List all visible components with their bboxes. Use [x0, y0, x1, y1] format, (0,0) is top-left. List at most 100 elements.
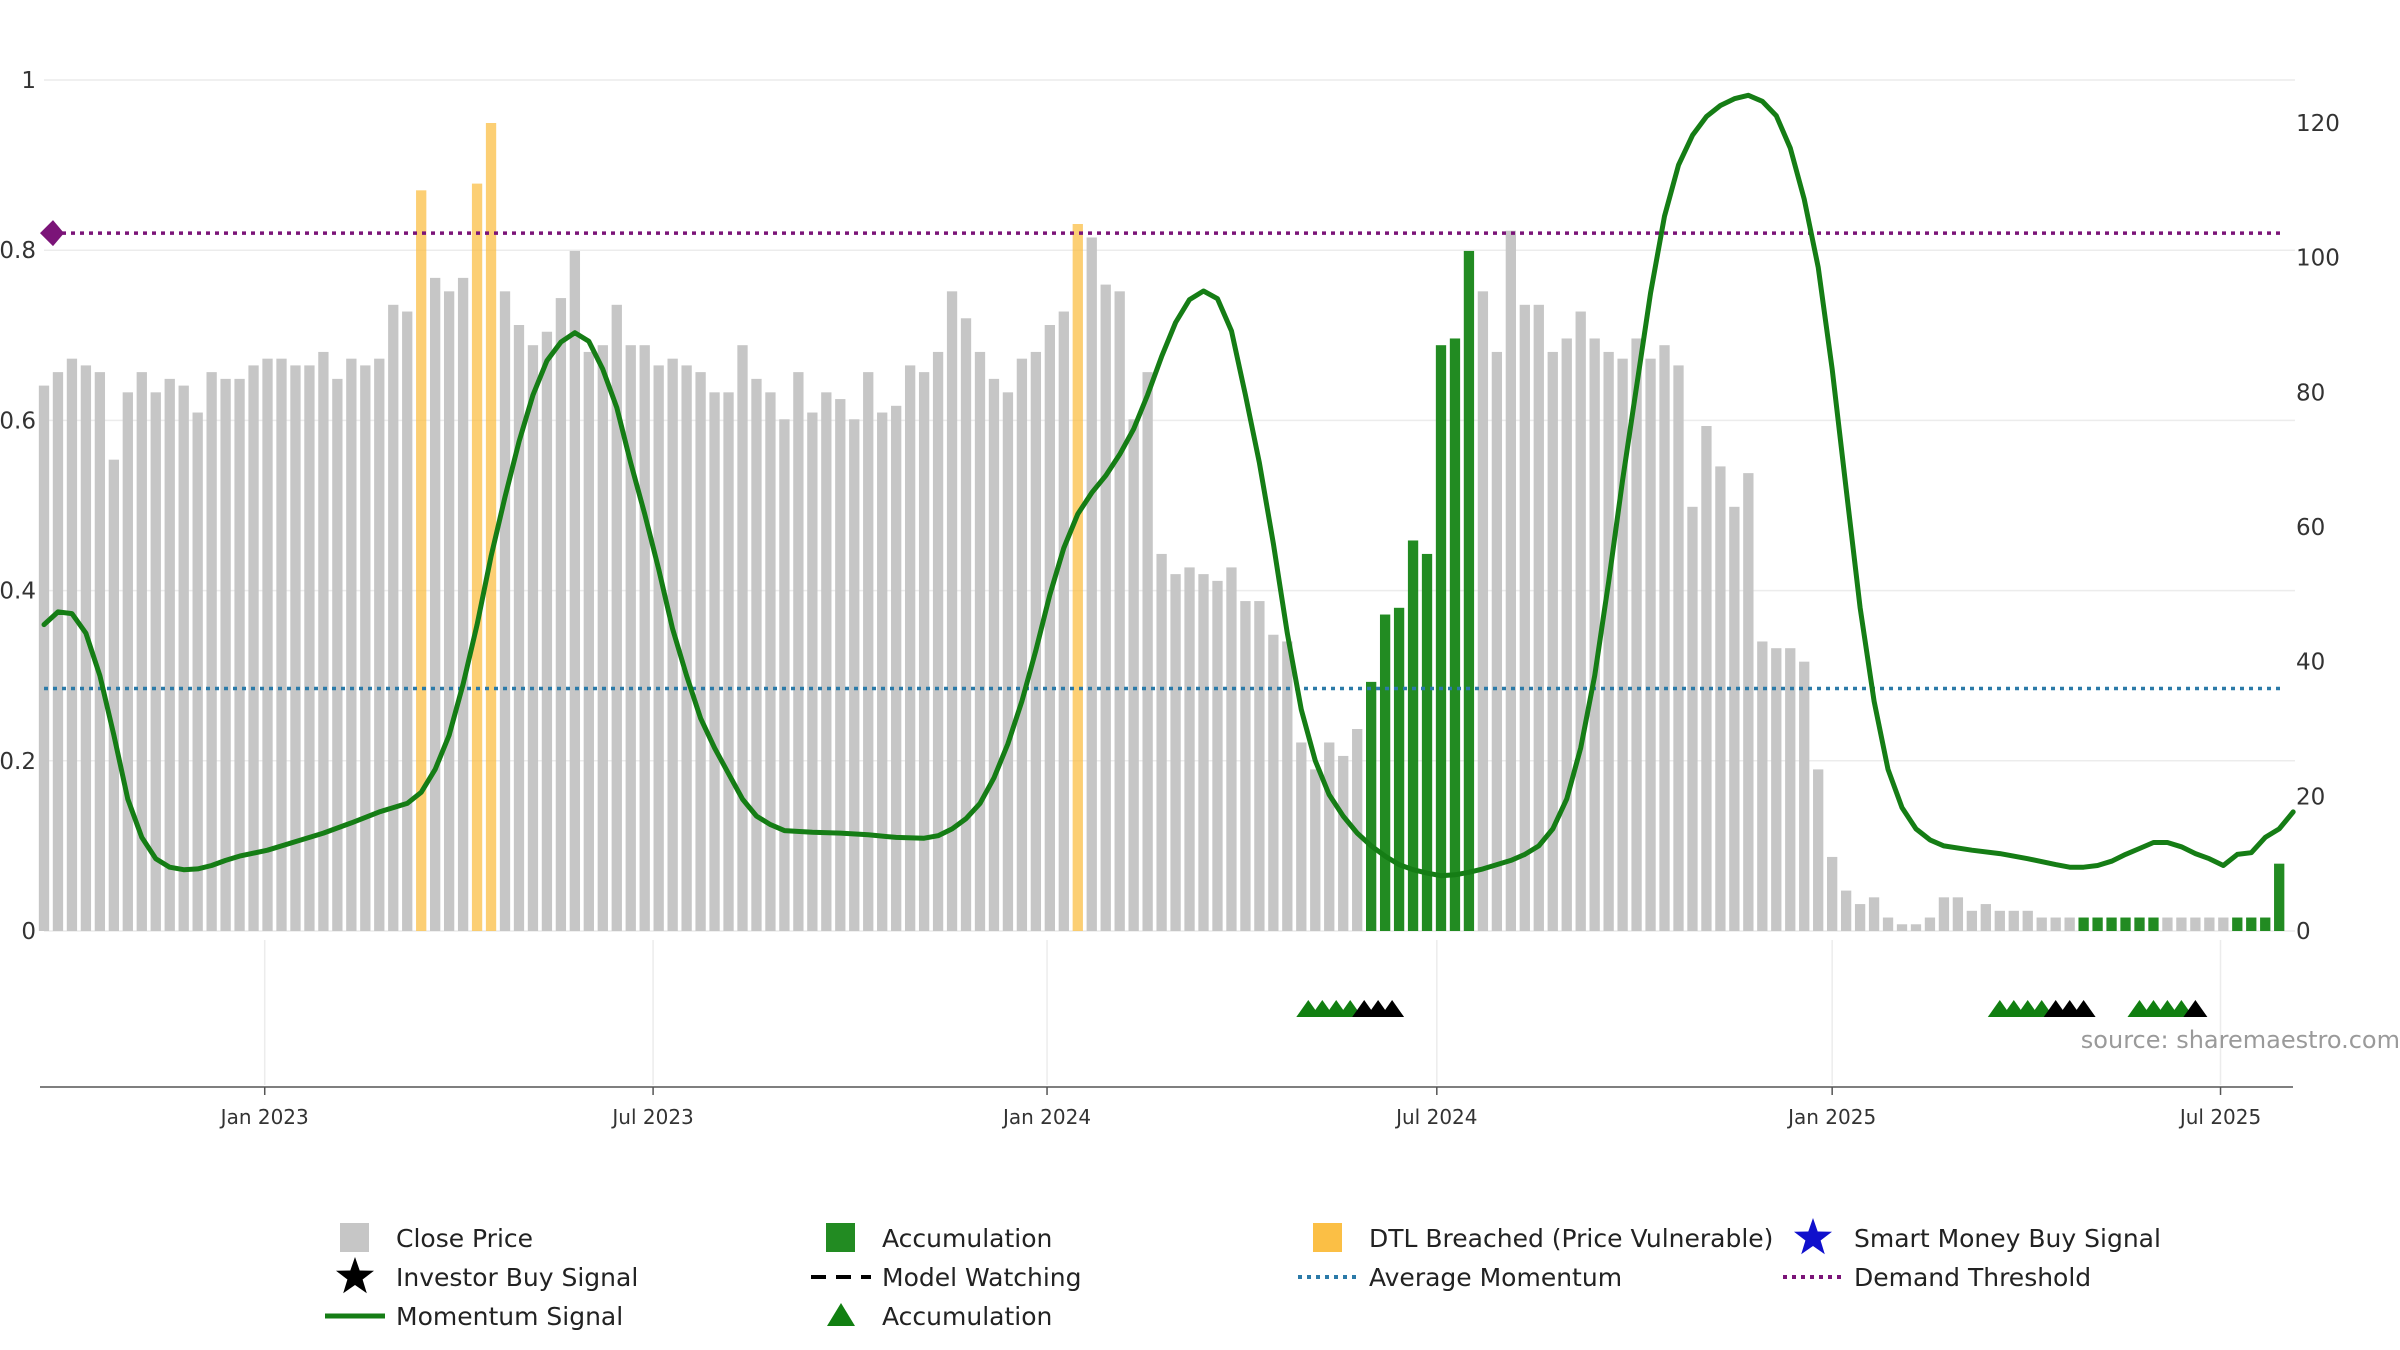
legend-entry: Smart Money Buy Signal	[1794, 1218, 2161, 1255]
legend-entry: Model Watching	[811, 1263, 1082, 1292]
close-price-bar	[569, 250, 581, 931]
close-price-bar	[1142, 372, 1153, 931]
close-price-bar	[360, 365, 371, 931]
accumulation-bar	[1463, 250, 1475, 931]
close-price-bar	[1701, 426, 1712, 931]
close-price-bar	[1561, 338, 1572, 932]
legend-star-icon	[336, 1257, 374, 1294]
close-price-bar	[402, 311, 413, 931]
signal-row	[1296, 1000, 2208, 1017]
accumulation-bar	[1449, 338, 1461, 932]
close-price-bar	[178, 385, 189, 932]
close-price-bar	[1589, 338, 1600, 932]
close-price-bar	[1114, 291, 1125, 932]
close-price-bar	[1980, 904, 1991, 931]
close-price-bar	[681, 365, 692, 931]
close-price-bar	[932, 351, 944, 931]
close-price-bar	[625, 345, 636, 931]
close-price-bar	[541, 331, 553, 932]
close-price-bar	[597, 345, 608, 931]
close-price-bar	[1938, 897, 1950, 931]
x-tick-label: Jul 2023	[610, 1105, 693, 1129]
close-price-bar	[1966, 910, 1978, 931]
right-tick-label: 80	[2296, 380, 2325, 406]
close-price-bar	[2008, 910, 2019, 931]
legend-label: Average Momentum	[1369, 1263, 1622, 1292]
accumulation-bar	[2134, 917, 2145, 931]
legend-entry: DTL Breached (Price Vulnerable)	[1313, 1223, 1773, 1253]
close-price-bar	[1896, 924, 1908, 931]
close-price-bar	[1198, 574, 1209, 931]
close-price-bar	[918, 372, 930, 931]
close-price-bar	[1673, 365, 1684, 931]
close-price-bar	[262, 358, 273, 931]
legend-entry: Investor Buy Signal	[336, 1257, 638, 1294]
close-price-bar	[1016, 358, 1028, 931]
accumulation-bar	[2232, 917, 2243, 931]
close-price-bar	[946, 291, 958, 932]
close-price-bar	[2036, 917, 2047, 931]
close-price-bar	[94, 372, 106, 931]
close-price-bar	[80, 365, 92, 931]
right-tick-label: 20	[2296, 784, 2325, 810]
close-price-bar	[1617, 358, 1628, 931]
close-price-bar	[639, 345, 650, 931]
legend-entry: Demand Threshold	[1783, 1263, 2091, 1292]
accumulation-bar	[1379, 614, 1391, 931]
close-price-bar	[1058, 311, 1069, 931]
accumulation-bar	[1407, 540, 1419, 931]
close-price-bar	[304, 365, 315, 931]
close-price-bar	[1575, 311, 1586, 931]
close-price-bar	[1128, 419, 1139, 931]
close-price-bar	[2162, 917, 2173, 931]
close-price-bar	[1659, 345, 1670, 931]
close-price-bar	[891, 405, 902, 931]
close-price-bar	[164, 378, 175, 931]
accumulation-bar	[1421, 553, 1433, 931]
close-price-bar	[1282, 641, 1293, 931]
left-tick-label: 0.2	[0, 749, 36, 775]
legend-entry: Close Price	[340, 1223, 533, 1253]
legend-entry: Accumulation	[827, 1302, 1052, 1331]
close-price-bar	[443, 291, 455, 932]
close-price-bar	[821, 392, 832, 932]
close-price-bar	[849, 419, 860, 931]
close-price-bar	[2190, 917, 2201, 931]
right-axis: 0 20 40 60 80 100 120	[2296, 111, 2340, 945]
momentum-signal	[41, 92, 2296, 879]
legend-label: Demand Threshold	[1854, 1263, 2091, 1292]
close-price-bar	[1212, 580, 1223, 931]
close-price-bar	[1729, 506, 1740, 931]
accumulation-bar	[2274, 863, 2285, 931]
close-price-bar	[1519, 304, 1530, 931]
left-tick-label: 0	[21, 919, 36, 945]
close-price-bar	[1338, 755, 1349, 931]
close-price-bar	[723, 392, 734, 932]
close-price-bar	[2050, 917, 2061, 931]
close-price-bar	[38, 385, 50, 932]
close-price-bar	[960, 318, 972, 931]
close-price-bar	[136, 372, 147, 931]
right-tick-label: 120	[2296, 111, 2340, 137]
legend-label: Accumulation	[882, 1224, 1052, 1253]
close-price-bar	[1533, 304, 1544, 931]
close-price-bar	[1002, 392, 1014, 932]
x-tick-label: Jan 2023	[219, 1105, 309, 1129]
accumulation-bar	[1366, 681, 1377, 931]
close-price-bar	[1785, 648, 1796, 931]
close-price-bar	[555, 298, 567, 931]
close-price-bar	[1156, 553, 1167, 931]
close-price-bar	[877, 412, 888, 931]
close-price-bar	[499, 291, 511, 932]
close-price-bar	[1715, 466, 1726, 931]
close-price-bar	[318, 351, 329, 931]
close-price-bar	[1603, 351, 1614, 931]
close-price-bar	[1799, 661, 1810, 931]
close-price-bar	[1477, 291, 1489, 932]
close-price-bar	[52, 372, 64, 931]
left-tick-label: 0.6	[0, 408, 36, 434]
close-price-bar	[793, 372, 804, 931]
momentum-signal-line	[41, 92, 2296, 879]
dtl-bar	[485, 123, 497, 931]
close-price-bar	[1310, 769, 1321, 931]
